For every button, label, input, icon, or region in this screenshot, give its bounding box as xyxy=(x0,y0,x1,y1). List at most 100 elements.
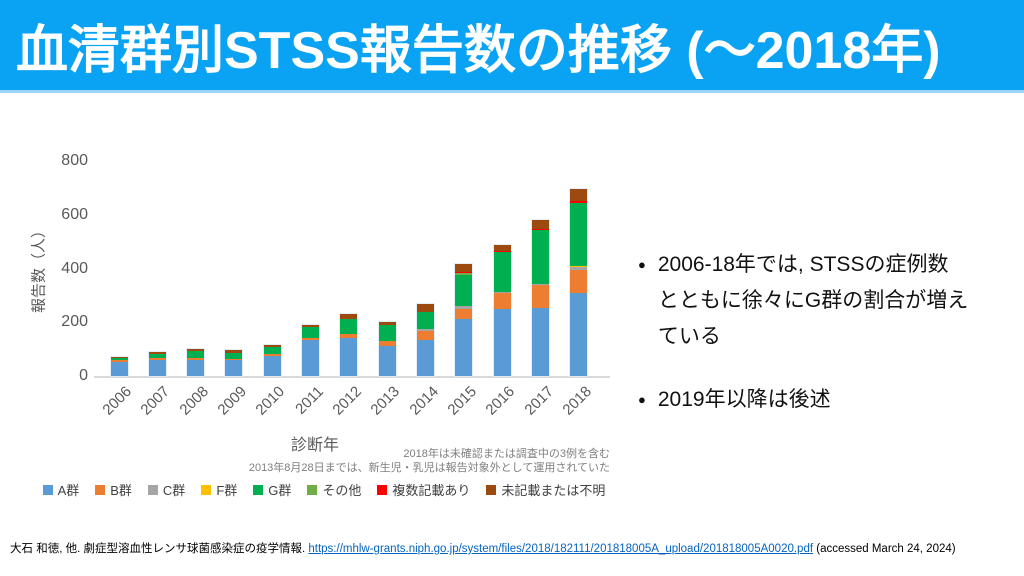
bar-segment-未記載または不明 xyxy=(225,350,243,353)
bar-segment-B群 xyxy=(570,269,588,293)
legend-swatch-icon xyxy=(42,484,53,495)
bar-2012 xyxy=(339,312,359,377)
bar-segment-G群 xyxy=(378,324,396,342)
bullet-icon: ● xyxy=(638,392,646,407)
bar-segment-B群 xyxy=(378,341,396,347)
bar-segment-複数記載あり xyxy=(493,250,511,253)
bar-segment-G群 xyxy=(417,311,435,330)
chart-note-2013: 2013年8月28日までは、新生児・乳児は報告対象外として運用されていた xyxy=(248,462,610,474)
bar-segment-A群 xyxy=(110,362,128,376)
bar-segment-A群 xyxy=(493,308,511,376)
bar-segment-G群 xyxy=(187,350,205,359)
bullet-text-2019: 2019年以降は後述 xyxy=(657,388,831,411)
legend-item-その他: その他 xyxy=(307,480,361,499)
title-banner: 血清群別STSS報告数の推移 (～2018年) xyxy=(0,0,1024,93)
bar-segment-A群 xyxy=(187,359,205,376)
bar-2015 xyxy=(454,263,474,377)
bar-segment-C群 xyxy=(570,267,588,270)
bar-segment-A群 xyxy=(263,355,281,376)
legend-swatch-icon xyxy=(201,484,212,495)
bar-segment-C群 xyxy=(532,284,550,285)
bar-segment-A群 xyxy=(302,340,320,376)
bar-segment-C群 xyxy=(493,291,511,293)
chart-legend: A群 B群 C群 F群 G群 その他 複数記載あり 未記載または不明 xyxy=(35,480,613,499)
bar-segment-C群 xyxy=(417,329,435,331)
bar-segment-未記載または不明 xyxy=(532,220,550,229)
bar-segment-A群 xyxy=(532,307,550,376)
bullet-item: ● 2006-18年では, STSSの症例数 とともに徐々にG群の割合が増え て… xyxy=(638,247,1018,355)
bar-2008 xyxy=(186,347,206,377)
bar-segment-B群 xyxy=(417,330,435,341)
bar-segment-複数記載あり xyxy=(455,272,473,274)
legend-label: B群 xyxy=(110,483,132,498)
y-tick-label: 800 xyxy=(61,152,88,169)
bar-segment-G群 xyxy=(493,252,511,292)
bar-segment-G群 xyxy=(225,352,243,359)
bar-segment-G群 xyxy=(302,327,320,339)
bar-2017 xyxy=(531,219,551,377)
bar-segment-B群 xyxy=(187,358,205,360)
citation-text: 大石 和徳, 他. 劇症型溶血性レンサ球菌感染症の疫学情報. xyxy=(10,543,309,555)
bar-segment-G群 xyxy=(570,202,588,267)
bar-segment-未記載または不明 xyxy=(417,304,435,312)
bar-segment-C群 xyxy=(455,306,473,310)
bar-segment-未記載または不明 xyxy=(570,189,588,202)
bar-2016 xyxy=(492,243,512,377)
x-axis-title: 診断年 xyxy=(290,437,339,454)
bar-segment-B群 xyxy=(455,309,473,319)
bar-segment-G群 xyxy=(263,346,281,355)
legend-label: F群 xyxy=(216,483,238,498)
bar-segment-未記載または不明 xyxy=(302,324,320,328)
bar-2013 xyxy=(377,320,397,377)
bar-2010 xyxy=(262,344,282,377)
legend-item-G群: G群 xyxy=(253,480,291,499)
bar-2006 xyxy=(109,355,129,377)
bar-2014 xyxy=(416,303,436,377)
y-tick-label: 400 xyxy=(61,259,88,277)
bar-segment-B群 xyxy=(340,333,358,339)
legend-swatch-icon xyxy=(377,484,388,495)
bar-segment-G群 xyxy=(110,358,128,361)
legend-item-A群: A群 xyxy=(42,480,79,499)
legend-item-C群: C群 xyxy=(147,480,185,499)
legend-label: G群 xyxy=(268,483,292,498)
legend-swatch-icon xyxy=(307,484,318,495)
bar-segment-複数記載あり xyxy=(570,201,588,203)
bar-segment-未記載または不明 xyxy=(340,313,358,319)
legend-label: 未記載または不明 xyxy=(501,483,606,498)
bar-segment-G群 xyxy=(455,274,473,307)
bullet-icon: ● xyxy=(638,257,646,272)
bar-segment-B群 xyxy=(148,357,166,360)
citation-accessed: (accessed March 24, 2024) xyxy=(813,543,956,555)
bar-segment-G群 xyxy=(340,319,358,334)
legend-item-F群: F群 xyxy=(201,480,237,499)
legend-label: その他 xyxy=(322,483,362,498)
bar-segment-B群 xyxy=(532,284,550,308)
legend-swatch-icon xyxy=(253,484,264,495)
x-axis-baseline xyxy=(94,376,610,378)
chart-note-2018: 2018年は未確認または調査中の3例を含む xyxy=(403,448,610,460)
bar-2009 xyxy=(224,349,244,377)
bar-segment-F群 xyxy=(570,266,588,268)
bar-segment-A群 xyxy=(378,346,396,376)
legend-swatch-icon xyxy=(147,484,158,495)
bar-segment-その他 xyxy=(455,273,473,275)
bullet-text-trend: 2006-18年では, STSSの症例数 とともに徐々にG群の割合が増え ている xyxy=(657,253,969,348)
legend-item-B群: B群 xyxy=(95,480,132,499)
legend-item-複数記載あり: 複数記載あり xyxy=(377,480,470,499)
bar-segment-B群 xyxy=(225,358,243,360)
bullet-item: ● 2019年以降は後述 xyxy=(638,382,1018,418)
footer-citation: 大石 和徳, 他. 劇症型溶血性レンサ球菌感染症の疫学情報. https://m… xyxy=(10,540,1018,556)
bar-segment-B群 xyxy=(302,338,320,341)
bar-segment-A群 xyxy=(417,340,435,376)
y-tick-label: 0 xyxy=(79,367,88,384)
slide-title: 血清群別STSS報告数の推移 (～2018年) xyxy=(16,21,941,80)
bar-segment-未記載または不明 xyxy=(493,244,511,251)
legend-swatch-icon xyxy=(486,484,497,495)
bar-segment-G群 xyxy=(148,354,166,358)
citation-link[interactable]: https://mhlw-grants.niph.go.jp/system/fi… xyxy=(308,543,814,555)
bar-segment-A群 xyxy=(148,359,166,376)
bar-segment-A群 xyxy=(225,359,243,376)
